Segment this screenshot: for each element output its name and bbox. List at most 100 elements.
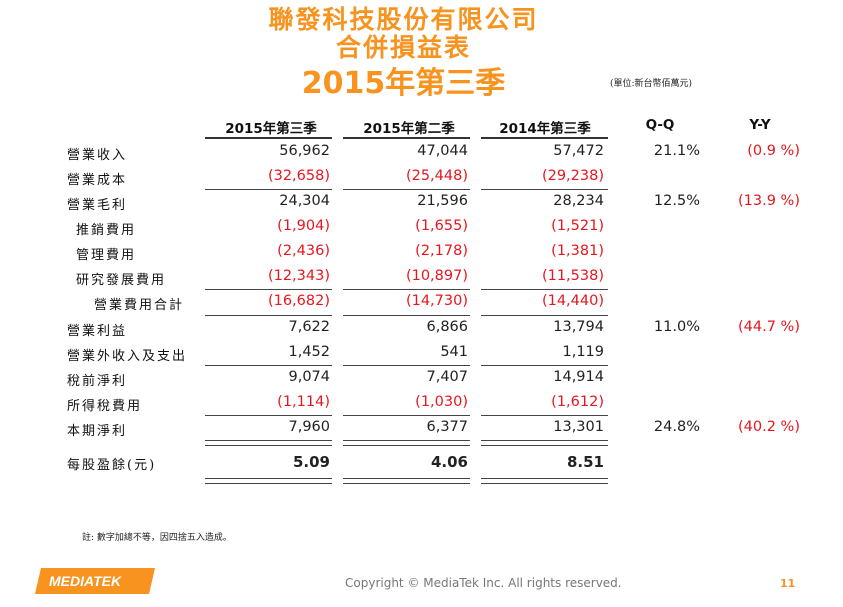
value-cell: 9,074 [288,369,330,385]
value-cell: (1,114) [277,394,330,410]
subtotal-rule [343,365,470,366]
row-label: 營業費用合計 [94,298,185,313]
page-number: 11 [780,577,796,590]
row-label: 每股盈餘(元) [67,458,157,473]
value-cell: 4.06 [430,453,468,471]
table-row: 營業成本 (32,658) (25,448) (29,238) [0,165,843,190]
row-label: 營業成本 [67,173,128,188]
table-row: 營業費用合計 (16,682) (14,730) (14,440) [0,290,843,315]
unit-note: (單位:新台幣佰萬元) [610,79,693,89]
row-label: 營業收入 [67,148,128,163]
subtotal-rule [205,365,332,366]
table-row: 所得稅費用 (1,114) (1,030) (1,612) [0,391,843,416]
subtotal-rule [343,315,470,316]
copyright-text: Copyright © MediaTek Inc. All rights res… [345,576,622,590]
subtotal-rule [481,415,608,416]
value-cell: (14,730) [405,293,468,309]
value-cell: 7,407 [426,369,468,385]
table-row: 營業外收入及支出 1,452 541 1,119 [0,341,843,366]
subtotal-rule [205,189,332,190]
value-cell: 5.09 [292,453,330,471]
value-cell: 24,304 [279,193,330,209]
value-cell: 1,119 [562,344,604,360]
header-qq: Q-Q [645,117,675,133]
value-cell: (10,897) [405,268,468,284]
table-row: 稅前淨利 9,074 7,407 14,914 [0,366,843,391]
value-cell: 21,596 [417,193,468,209]
table-row: 本期淨利 7,960 6,377 13,301 24.8% (40.2 %) [0,416,843,441]
subtotal-rule [205,289,332,290]
header-2015q3: 2015年第三季 [225,121,317,137]
period-year: 2015 [301,66,386,101]
total-double-rule [205,478,332,484]
table-row: 營業收入 56,962 47,044 57,472 21.1% (0.9 %) [0,140,843,165]
table-row: 管理費用 (2,436) (2,178) (1,381) [0,240,843,265]
subtotal-rule [343,415,470,416]
total-double-rule [205,440,332,446]
header-rule [205,137,332,139]
row-label: 營業利益 [67,324,128,339]
logo-text: MEDIATEK [49,573,122,589]
footnote: 註: 數字加總不等，因四捨五入造成。 [82,533,232,543]
value-cell: (25,448) [405,168,468,184]
value-cell: 47,044 [417,143,468,159]
qq-cell: 11.0% [653,319,700,335]
value-cell: 56,962 [279,143,330,159]
qq-cell: 24.8% [653,419,700,435]
header-rule [481,137,608,139]
value-cell: (12,343) [267,268,330,284]
value-cell: 1,452 [288,344,330,360]
header-yy: Y-Y [749,117,771,133]
value-cell: (1,655) [415,218,468,234]
value-cell: (1,612) [551,394,604,410]
value-cell: (29,238) [541,168,604,184]
value-cell: (16,682) [267,293,330,309]
value-cell: 14,914 [553,369,604,385]
total-double-rule [343,478,470,484]
total-double-rule [481,478,608,484]
row-label: 管理費用 [76,248,137,263]
total-double-rule [343,440,470,446]
value-cell: 8.51 [566,453,604,471]
value-cell: (2,178) [415,243,468,259]
table-row: 營業毛利 24,304 21,596 28,234 12.5% (13.9 %) [0,190,843,215]
row-label: 稅前淨利 [67,374,128,389]
table-row: 推銷費用 (1,904) (1,655) (1,521) [0,215,843,240]
subtotal-rule [481,365,608,366]
value-cell: (32,658) [267,168,330,184]
yy-cell: (44.7 %) [738,319,800,335]
statement-title: 合併損益表 [335,33,471,62]
value-cell: 57,472 [553,143,604,159]
row-label: 營業毛利 [67,198,128,213]
value-cell: (14,440) [541,293,604,309]
value-cell: (1,904) [277,218,330,234]
value-cell: 13,794 [553,319,604,335]
row-label: 本期淨利 [67,424,128,439]
value-cell: (11,538) [541,268,604,284]
total-double-rule [481,440,608,446]
value-cell: 6,377 [426,419,468,435]
subtotal-rule [481,315,608,316]
table-row: 研究發展費用 (12,343) (10,897) (11,538) [0,265,843,290]
period-title: 2015年第三季 [0,58,825,102]
row-label: 推銷費用 [76,223,137,238]
yy-cell: (13.9 %) [738,193,800,209]
subtotal-rule [343,289,470,290]
value-cell: (1,521) [551,218,604,234]
header-2015q2: 2015年第二季 [363,121,455,137]
yy-cell: (40.2 %) [738,419,800,435]
value-cell: (2,436) [277,243,330,259]
qq-cell: 21.1% [653,143,700,159]
subtotal-rule [205,415,332,416]
value-cell: (1,381) [551,243,604,259]
subtotal-rule [343,189,470,190]
value-cell: 7,960 [288,419,330,435]
yy-cell: (0.9 %) [747,143,800,159]
mediatek-logo: MEDIATEK [35,566,155,596]
value-cell: 6,866 [426,319,468,335]
header-rule [343,137,470,139]
header-2014q3: 2014年第三季 [499,121,591,137]
company-title: 聯發科技股份有限公司 [268,5,539,34]
period-rest: 年第三季 [385,66,506,101]
subtotal-rule [481,189,608,190]
